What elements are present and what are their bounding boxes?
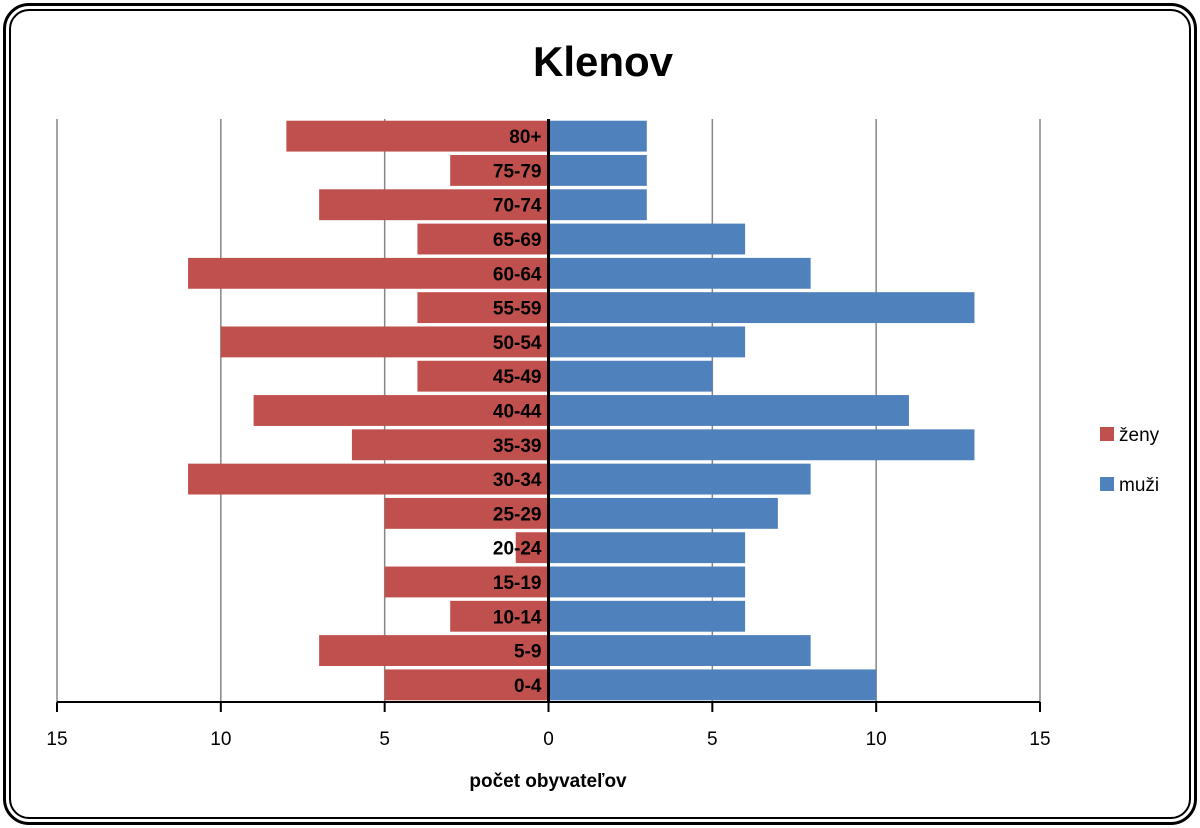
category-labels: 0-4 5-9 10-14 15-19 20-24 25-29 30-34 35-39 40-4… [493,127,542,697]
bar-zeny-40-44 [253,395,549,426]
category-label: 50-54 [493,333,542,354]
category-label: 15-19 [493,573,542,594]
category-label: 70-74 [493,196,542,217]
bar-muzi-45-49 [548,360,713,392]
legend-swatch [1100,427,1114,441]
x-tick-label: 10 [210,729,231,750]
bar-muzi-10-14 [548,600,746,632]
category-label: 40-44 [493,402,542,423]
bar-muzi-55-59 [548,292,975,324]
chart-outer-frame [3,3,1197,825]
bar-muzi-60-64 [548,257,811,289]
bar-zeny-65-69 [417,223,549,255]
bar-zeny-50-54 [220,326,549,358]
bar-zeny-0-4 [384,669,549,701]
category-label: 0-4 [514,676,542,697]
bar-zeny-80+ [286,120,549,152]
category-label: 25-29 [493,504,542,525]
bar-muzi-0-4 [548,669,877,701]
x-tick-label: 0 [543,729,554,750]
bar-muzi-25-29 [548,497,778,529]
bar-muzi-30-34 [548,463,811,495]
x-tick-labels: 15 10 5 0 5 10 15 [46,729,1050,750]
bar-zeny-5-9 [319,635,549,666]
bar-muzi-15-19 [548,566,746,598]
category-label: 30-34 [493,470,542,491]
chart-inner-frame [9,9,1191,819]
bar-zeny-35-39 [351,429,549,461]
x-axis-title: počet obyvateľov [469,771,627,792]
category-label: 20-24 [493,539,542,560]
legend: ženy muži [1100,425,1160,496]
bar-muzi-65-69 [548,223,746,255]
category-label: 10-14 [493,607,542,628]
bar-zeny-10-14 [450,600,549,632]
bar-zeny-45-49 [417,360,549,392]
category-label: 45-49 [493,367,542,388]
bar-muzi-50-54 [548,326,746,358]
legend-swatch [1100,477,1114,491]
x-tick-label: 5 [707,729,718,750]
bar-zeny-25-29 [384,497,549,529]
legend-label: muži [1119,475,1159,496]
bar-muzi-40-44 [548,395,909,426]
x-tick-label: 15 [1029,729,1050,750]
legend-label: ženy [1119,425,1160,446]
category-label: 60-64 [493,264,542,285]
x-tick-label: 15 [46,729,67,750]
category-label: 55-59 [493,299,542,320]
bar-zeny-55-59 [417,292,549,324]
bars [188,120,975,701]
bar-muzi-35-39 [548,429,975,461]
category-label: 5-9 [514,642,541,663]
x-tick-label: 10 [866,729,887,750]
bar-zeny-60-64 [188,257,549,289]
bar-muzi-75-79 [548,155,647,186]
category-label: 80+ [509,127,541,148]
x-tick-label: 5 [379,729,390,750]
category-label: 75-79 [493,161,542,182]
bar-muzi-70-74 [548,189,647,221]
bar-muzi-80+ [548,120,647,152]
category-label: 35-39 [493,436,542,457]
bar-zeny-70-74 [319,189,549,221]
axes [56,119,1041,712]
category-label: 65-69 [493,230,542,251]
bar-muzi-20-24 [548,532,746,564]
bar-zeny-20-24 [515,532,549,564]
bar-zeny-30-34 [188,463,549,495]
bar-muzi-5-9 [548,635,811,666]
bar-zeny-75-79 [450,155,549,186]
bar-zeny-15-19 [384,566,549,598]
chart-title: Klenov [533,38,674,85]
